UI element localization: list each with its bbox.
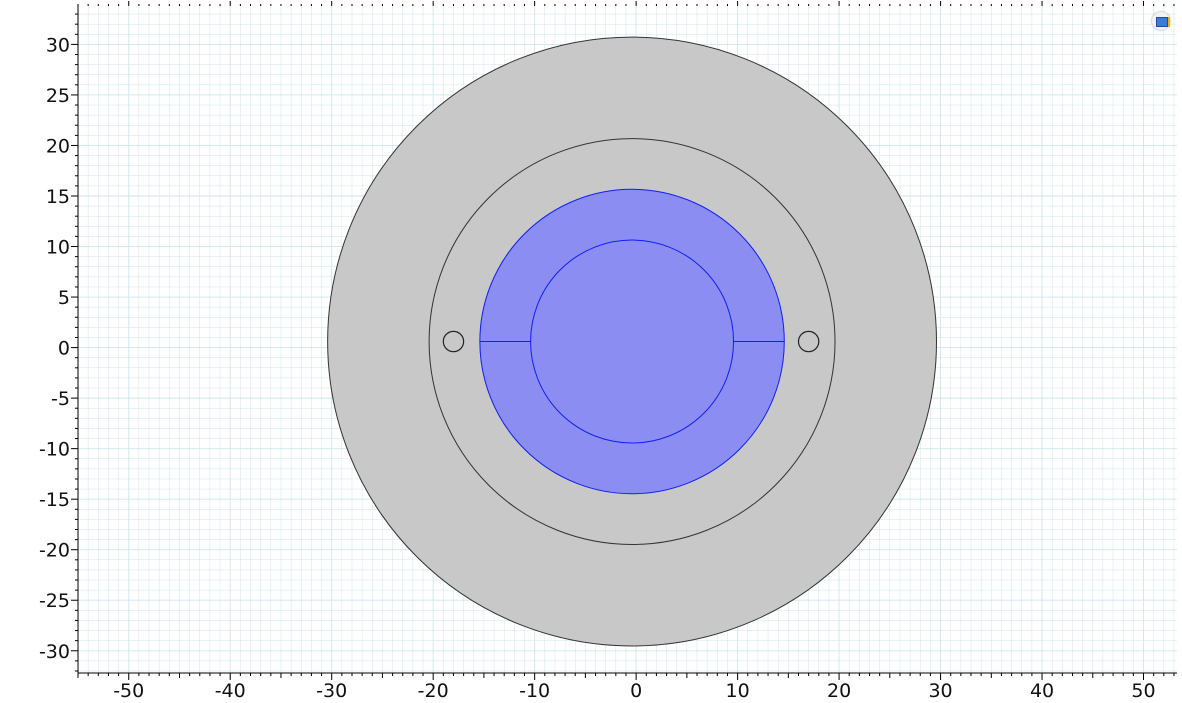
y-tick-label: 20: [46, 135, 70, 157]
y-tick-label: 0: [58, 338, 70, 360]
y-tick-label: -15: [39, 489, 70, 511]
y-tick-label: 30: [46, 34, 70, 56]
x-tick-label: -50: [113, 680, 144, 702]
y-tick-label: -30: [39, 641, 70, 663]
x-tick-label: 40: [1030, 680, 1054, 702]
axes: [71, 1, 1177, 680]
y-tick-label: -20: [39, 540, 70, 562]
y-tick-label: 5: [58, 287, 70, 309]
y-tick-label: -5: [51, 388, 70, 410]
x-tick-label: 0: [630, 680, 642, 702]
y-tick-label: -25: [39, 590, 70, 612]
view-toggle-icon[interactable]: [1152, 12, 1170, 30]
small-circle-right[interactable]: [797, 330, 820, 353]
x-tick-label: -40: [215, 680, 246, 702]
x-tick-label: 10: [726, 680, 750, 702]
y-tick-label: 15: [46, 186, 70, 208]
x-tick-label: -20: [418, 680, 449, 702]
y-tick-label: -10: [39, 439, 70, 461]
blue-inner-circle[interactable]: [530, 239, 735, 444]
x-tick-label: 30: [928, 680, 952, 702]
x-tick-label: -10: [519, 680, 550, 702]
y-tick-label: 10: [46, 237, 70, 259]
y-axis-tick-labels: 30 25 20 15 10 5 0 -5 -10 -15 -20 -25 -30: [39, 34, 70, 662]
y-tick-label: 25: [46, 85, 70, 107]
x-tick-label: 50: [1131, 680, 1155, 702]
x-axis-tick-labels: -50 -40 -30 -20 -10 0 10 20 30 40 50: [113, 680, 1155, 702]
x-tick-label: 20: [827, 680, 851, 702]
small-circle-left[interactable]: [442, 330, 465, 353]
x-tick-label: -30: [316, 680, 347, 702]
geometry-shapes[interactable]: [327, 36, 937, 647]
